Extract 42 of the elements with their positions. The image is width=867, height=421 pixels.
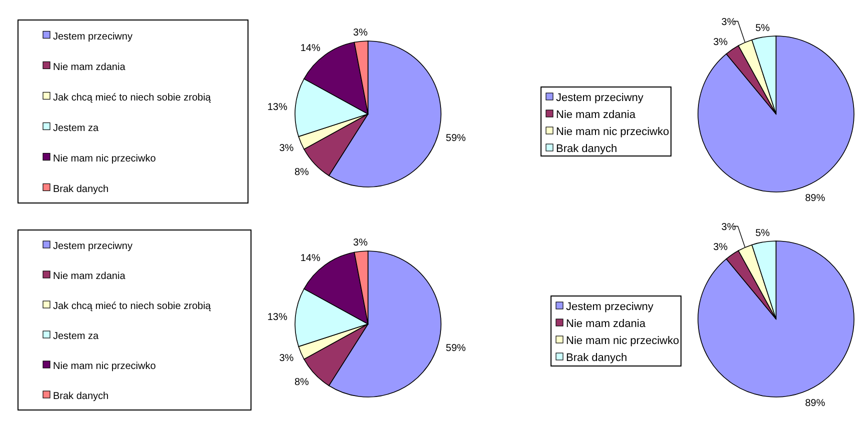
pie-slice: [698, 36, 854, 192]
legend-label: Nie mam zdania: [53, 271, 126, 282]
legend-label: Brak danych: [556, 143, 618, 155]
data-label: 3%: [353, 237, 368, 248]
data-label: 89%: [805, 398, 826, 409]
data-label: 3%: [713, 242, 728, 254]
legend-label: Jestem za: [53, 122, 100, 134]
data-label: 8%: [294, 376, 310, 388]
legend-label: Jestem przeciwny: [556, 92, 644, 104]
data-label: 3%: [279, 142, 294, 154]
legend-label: Brak danych: [53, 391, 109, 402]
data-label: 13%: [267, 102, 288, 114]
legend-label: Jak chcą mieć to niech sobie zrobią: [53, 92, 212, 104]
data-label: 3%: [279, 352, 294, 364]
legend-label: Jak chcą mieć to niech sobie zrobią: [53, 301, 212, 312]
data-label: 89%: [805, 192, 826, 204]
data-label: 5%: [755, 228, 770, 240]
legend-label: Nie mam zdania: [53, 62, 126, 73]
data-label: 14%: [300, 42, 320, 54]
legend-label: Nie mam nic przeciwko: [53, 153, 156, 164]
legend-label: Nie mam nic przeciwko: [556, 126, 670, 138]
legend-label: Brak danych: [566, 352, 628, 364]
data-label: 5%: [755, 23, 770, 34]
pie-slice: [698, 240, 854, 398]
data-label: 59%: [446, 133, 466, 144]
legend-label: Jestem za: [53, 331, 100, 342]
legend-label: Nie mam zdania: [566, 318, 646, 330]
data-label: 59%: [446, 343, 466, 354]
legend-label: Jestem przeciwny: [566, 301, 654, 313]
data-label: 3%: [721, 17, 736, 28]
data-label: 8%: [294, 166, 310, 178]
data-label: 3%: [713, 37, 728, 48]
legend-label: Nie mam nic przeciwko: [566, 335, 680, 347]
data-label: 13%: [267, 312, 288, 324]
data-label: 3%: [353, 27, 368, 38]
legend-label: Nie mam nic przeciwko: [53, 361, 156, 372]
legend-label: Brak danych: [53, 184, 109, 195]
legend-label: Nie mam zdania: [556, 109, 636, 121]
legend-label: Jestem przeciwny: [53, 31, 132, 42]
data-label: 3%: [721, 222, 736, 234]
data-label: 14%: [300, 252, 320, 264]
legend-label: Jestem przeciwny: [53, 241, 132, 252]
